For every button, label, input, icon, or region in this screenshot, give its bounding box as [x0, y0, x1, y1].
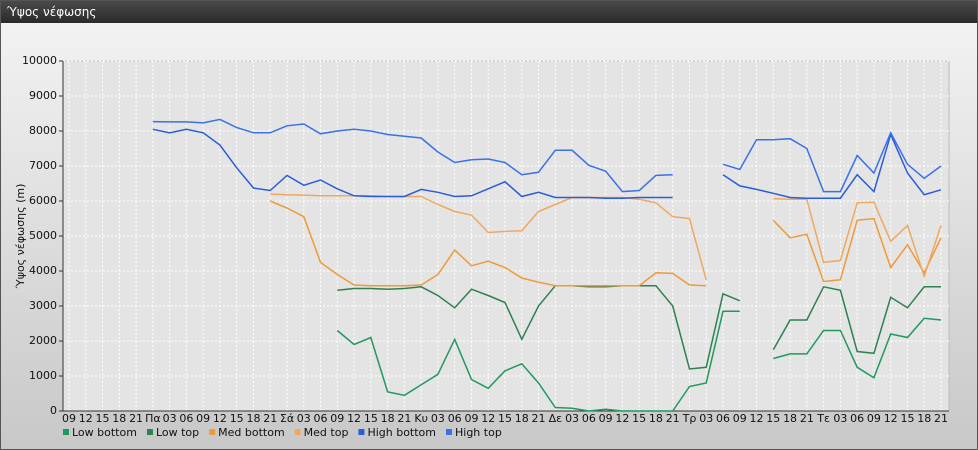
x-tick-label: 12: [481, 412, 495, 425]
series-line: [270, 193, 942, 280]
x-tick-label: Τρ: [682, 412, 697, 425]
x-tick-label: 15: [96, 412, 110, 425]
x-tick-label: 21: [263, 412, 277, 425]
x-tick-label: 15: [900, 412, 914, 425]
legend-marker: [63, 429, 69, 435]
x-tick-label: 09: [599, 412, 613, 425]
panel-title: Ύψος νέφωσης: [1, 1, 977, 23]
x-tick-label: Τε: [816, 412, 830, 425]
x-tick-label: 21: [129, 412, 143, 425]
x-tick-label: 18: [112, 412, 126, 425]
y-tick-label: 1000: [29, 369, 57, 382]
y-tick-label: 6000: [29, 194, 57, 207]
x-tick-label: 09: [867, 412, 881, 425]
y-tick-label: 10000: [22, 54, 57, 67]
legend-marker: [358, 429, 365, 435]
x-tick-label: 18: [783, 412, 797, 425]
x-tick-label: 03: [431, 412, 445, 425]
x-tick-label: 12: [347, 412, 361, 425]
series-line: [337, 284, 941, 370]
x-tick-label: Δε: [549, 412, 563, 425]
x-tick-label: 15: [364, 412, 378, 425]
x-tick-label: 06: [448, 412, 462, 425]
x-tick-label: 15: [632, 412, 646, 425]
x-tick-label: 06: [716, 412, 730, 425]
legend-label: Low bottom: [72, 426, 137, 439]
x-tick-label: 15: [498, 412, 512, 425]
x-tick-label: 18: [246, 412, 260, 425]
legend-marker: [209, 429, 216, 435]
x-tick-label: 21: [532, 412, 546, 425]
x-tick-label: 03: [833, 412, 847, 425]
legend-marker: [446, 429, 452, 435]
x-tick-label: 21: [666, 412, 680, 425]
x-tick-label: 12: [750, 412, 764, 425]
x-tick-label: 18: [917, 412, 931, 425]
x-tick-label: 21: [397, 412, 411, 425]
y-tick-label: 0: [50, 404, 57, 417]
series-line: [152, 128, 942, 199]
x-tick-label: Κυ: [414, 412, 428, 425]
legend-label: High bottom: [367, 426, 436, 439]
legend-marker: [294, 429, 301, 435]
legend-label: Low top: [156, 426, 199, 439]
x-tick-label: 15: [230, 412, 244, 425]
x-tick-label: 18: [649, 412, 663, 425]
x-tick-label: 09: [62, 412, 76, 425]
legend-marker: [146, 429, 153, 435]
x-tick-label: 18: [515, 412, 529, 425]
x-tick-label: 12: [884, 412, 898, 425]
x-tick-label: 09: [733, 412, 747, 425]
x-tick-label: 09: [464, 412, 478, 425]
legend-label: Med bottom: [218, 426, 285, 439]
y-tick-label: 4000: [29, 264, 57, 277]
x-tick-label: 06: [314, 412, 328, 425]
x-tick-label: Σά: [280, 412, 294, 425]
x-tick-label: 03: [565, 412, 579, 425]
series-line: [269, 200, 942, 287]
x-tick-label: 12: [615, 412, 629, 425]
x-tick-label: 09: [196, 412, 210, 425]
x-tick-label: 15: [766, 412, 780, 425]
x-tick-label: 06: [582, 412, 596, 425]
x-tick-label: 06: [179, 412, 193, 425]
series-line: [336, 310, 942, 412]
x-tick-label: 06: [850, 412, 864, 425]
y-tick-label: 2000: [29, 334, 57, 347]
x-tick-label: 03: [163, 412, 177, 425]
x-tick-label: 21: [934, 412, 948, 425]
x-tick-label: 21: [800, 412, 814, 425]
x-tick-label: 18: [381, 412, 395, 425]
y-axis-label: Ύψος νέφωσης (m): [14, 184, 27, 290]
x-tick-label: 12: [79, 412, 93, 425]
y-tick-label: 7000: [29, 159, 57, 172]
legend-label: High top: [455, 426, 502, 439]
y-tick-label: 8000: [29, 124, 57, 137]
legend-label: Med top: [304, 426, 349, 439]
x-tick-label: 03: [699, 412, 713, 425]
chart: Ύψος νέφωσης (m) 0 1000 2000 3000 4000 5000 60…: [1, 23, 977, 449]
y-tick-label: 5000: [29, 229, 57, 242]
series-line: [152, 118, 942, 193]
x-tick-label: Πα: [145, 412, 161, 425]
x-tick-label: 12: [213, 412, 227, 425]
x-tick-label: 03: [297, 412, 311, 425]
y-tick-label: 9000: [29, 89, 57, 102]
y-tick-label: 3000: [29, 299, 57, 312]
x-tick-label: 09: [330, 412, 344, 425]
